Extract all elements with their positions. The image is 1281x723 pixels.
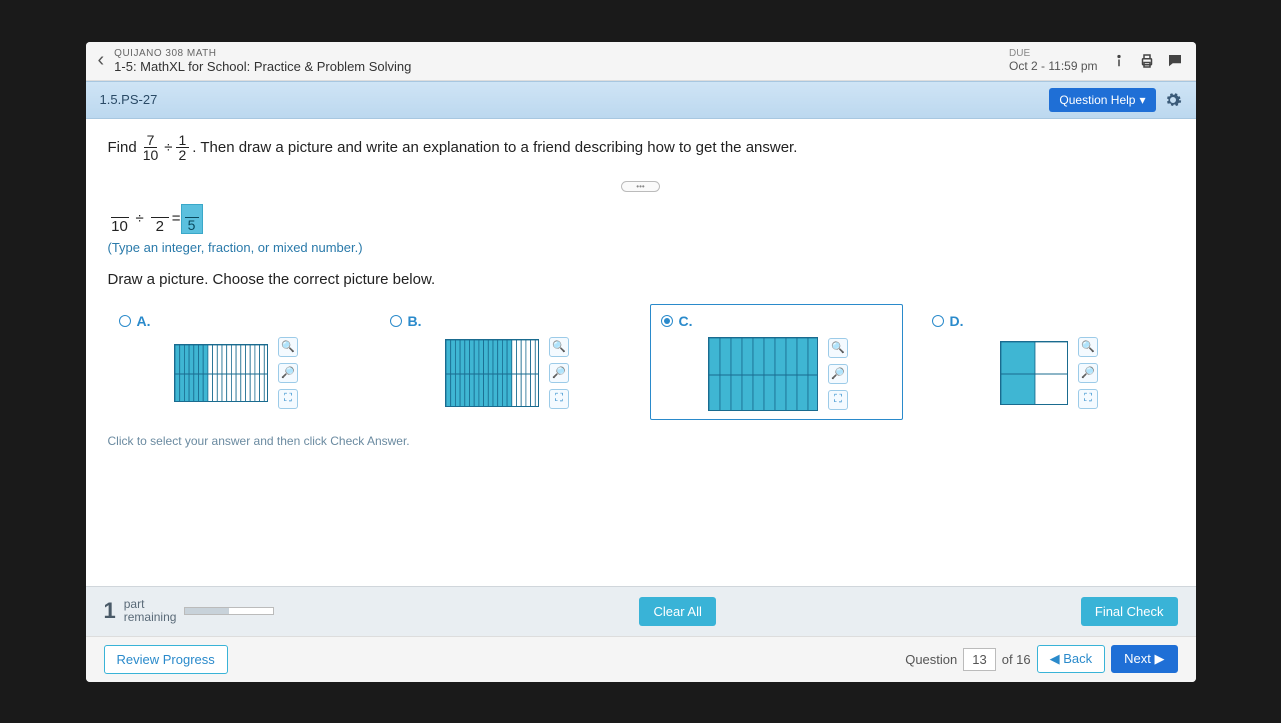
zoom-in-icon[interactable]: 🔍 <box>828 338 848 358</box>
option-c[interactable]: C. 🔍 🔎 ⛶ <box>650 304 903 420</box>
print-icon[interactable] <box>1138 52 1156 70</box>
fraction-2: 1 2 <box>176 133 190 162</box>
due-block: DUE Oct 2 - 11:59 pm <box>1009 48 1097 73</box>
option-a[interactable]: A. 🔍 🔎 ⛶ <box>108 304 361 420</box>
expand-icon[interactable]: ⛶ <box>828 390 848 410</box>
figure <box>1000 341 1068 405</box>
nav-bar: Review Progress Question 13 of 16 ◀ Back… <box>86 636 1196 682</box>
question-nav: Question 13 of 16 ◀ Back Next ▶ <box>905 645 1177 673</box>
triangle-left-icon: ◀ <box>1050 651 1064 666</box>
figure <box>708 337 818 411</box>
question-label: Question <box>905 652 957 667</box>
triangle-right-icon: ▶ <box>1151 651 1165 666</box>
prompt-lead: Find <box>108 139 137 156</box>
answer-input[interactable]: 5 <box>181 204 203 234</box>
clear-all-button[interactable]: Clear All <box>639 597 715 626</box>
zoom-out-icon[interactable]: 🔎 <box>828 364 848 384</box>
radio-c[interactable] <box>661 315 673 327</box>
option-label: A. <box>137 313 151 329</box>
figure <box>174 344 268 402</box>
draw-prompt: Draw a picture. Choose the correct pictu… <box>108 271 1174 288</box>
question-id: 1.5.PS-27 <box>100 92 1050 107</box>
option-d[interactable]: D. 🔍 🔎 ⛶ <box>921 304 1174 420</box>
select-hint: Click to select your answer and then cli… <box>108 434 1174 448</box>
option-b[interactable]: B. 🔍 🔎 ⛶ <box>379 304 632 420</box>
app-window: ‹ QUIJANO 308 MATH 1-5: MathXL for Schoo… <box>86 42 1196 682</box>
bottom-bar: 1 part remaining Clear All Final Check <box>86 586 1196 636</box>
options-row: A. 🔍 🔎 ⛶ B. 🔍 🔎 ⛶ C. 🔍 🔎 ⛶ D. 🔍 🔎 ⛶ <box>108 304 1174 420</box>
zoom-out-icon[interactable]: 🔎 <box>549 363 569 383</box>
back-chevron-icon[interactable]: ‹ <box>98 49 105 72</box>
equation-row: 10 ÷ 2 = 5 <box>108 204 1174 234</box>
assignment-name: 1-5: MathXL for School: Practice & Probl… <box>114 59 1009 74</box>
type-hint: (Type an integer, fraction, or mixed num… <box>108 240 1174 255</box>
next-button[interactable]: Next ▶ <box>1111 645 1177 673</box>
radio-b[interactable] <box>390 315 402 327</box>
figure <box>445 339 539 407</box>
of-label: of 16 <box>1002 652 1031 667</box>
collapse-handle[interactable]: ••• <box>108 176 1174 194</box>
fraction-1: 7 10 <box>140 133 162 162</box>
expand-icon[interactable]: ⛶ <box>278 389 298 409</box>
radio-a[interactable] <box>119 315 131 327</box>
question-help-label: Question Help <box>1059 93 1135 107</box>
chevron-down-icon: ▾ <box>1139 93 1145 107</box>
course-name: QUIJANO 308 MATH <box>114 48 1009 59</box>
mini-progress <box>184 607 274 615</box>
radio-d[interactable] <box>932 315 944 327</box>
final-check-button[interactable]: Final Check <box>1081 597 1178 626</box>
top-bar: ‹ QUIJANO 308 MATH 1-5: MathXL for Schoo… <box>86 42 1196 81</box>
prompt-tail: . Then draw a picture and write an expla… <box>192 139 797 156</box>
blank-fraction-2[interactable]: 2 <box>151 204 169 234</box>
blank-fraction-1[interactable]: 10 <box>111 204 129 234</box>
question-prompt: Find 7 10 ÷ 1 2 . Then draw a picture an… <box>108 133 1174 162</box>
content-area: Find 7 10 ÷ 1 2 . Then draw a picture an… <box>86 119 1196 586</box>
option-label: C. <box>679 313 693 329</box>
title-block: QUIJANO 308 MATH 1-5: MathXL for School:… <box>114 48 1009 74</box>
op: ÷ <box>164 139 172 156</box>
zoom-in-icon[interactable]: 🔍 <box>1078 337 1098 357</box>
parts-remaining: 1 part remaining <box>104 598 275 624</box>
zoom-out-icon[interactable]: 🔎 <box>278 363 298 383</box>
zoom-in-icon[interactable]: 🔍 <box>278 337 298 357</box>
info-icon[interactable] <box>1110 52 1128 70</box>
option-label: D. <box>950 313 964 329</box>
gear-icon[interactable] <box>1164 91 1182 109</box>
back-button[interactable]: ◀ Back <box>1037 645 1106 673</box>
due-date: Oct 2 - 11:59 pm <box>1009 59 1097 73</box>
question-bar: 1.5.PS-27 Question Help ▾ <box>86 81 1196 119</box>
expand-icon[interactable]: ⛶ <box>1078 389 1098 409</box>
question-help-button[interactable]: Question Help ▾ <box>1049 88 1155 112</box>
chat-icon[interactable] <box>1166 52 1184 70</box>
review-progress-button[interactable]: Review Progress <box>104 645 228 674</box>
due-label: DUE <box>1009 48 1097 59</box>
question-number[interactable]: 13 <box>963 648 995 671</box>
zoom-in-icon[interactable]: 🔍 <box>549 337 569 357</box>
option-label: B. <box>408 313 422 329</box>
zoom-out-icon[interactable]: 🔎 <box>1078 363 1098 383</box>
expand-icon[interactable]: ⛶ <box>549 389 569 409</box>
